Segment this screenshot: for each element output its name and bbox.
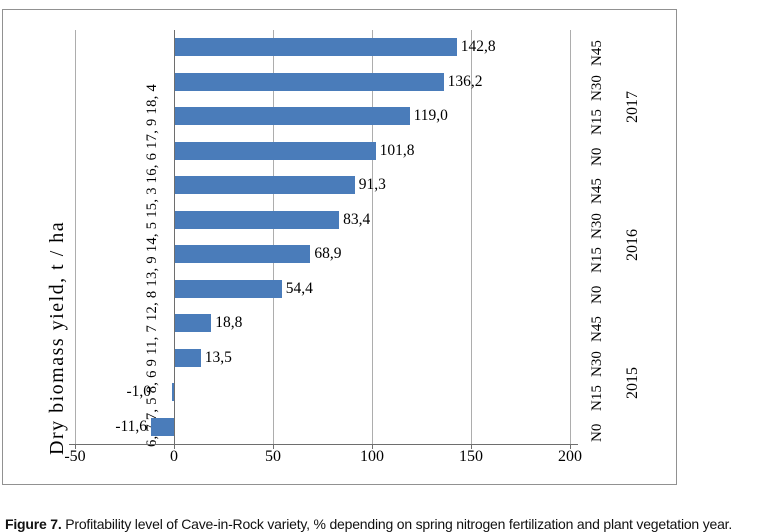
n-rate-label: N15 (588, 109, 605, 136)
x-axis-tick-label: 100 (360, 448, 384, 465)
category-axis-line (174, 30, 175, 444)
x-axis-tick-label: 200 (558, 448, 582, 465)
bar-value-label: 91,3 (358, 176, 386, 194)
bar-value-label: -1,0 (126, 383, 152, 401)
x-axis-line (69, 444, 578, 445)
bar-value-label: -11,6 (115, 417, 148, 435)
year-label: 2016 (624, 229, 641, 261)
n-rate-label: N30 (588, 350, 605, 377)
vertical-gridline (273, 30, 274, 444)
x-axis-tick-label: -50 (64, 448, 86, 465)
bar (174, 107, 410, 126)
y-axis-title: Dry biomass yield, t / ha (46, 220, 68, 455)
n-rate-label: N45 (588, 178, 605, 205)
bar (172, 383, 174, 402)
x-axis-tick (75, 444, 76, 449)
n-rate-label: N30 (588, 212, 605, 239)
figure-caption: Figure 7. Profitability level of Cave-in… (5, 516, 732, 532)
bar-value-label: 13,5 (204, 348, 232, 366)
chart-frame: Dry biomass yield, t / ha 6, 7 7, 5 8, 6… (2, 9, 677, 485)
x-axis-tick-label: 150 (459, 448, 483, 465)
x-axis-tick (471, 444, 472, 449)
n-rate-label: N0 (588, 147, 605, 166)
figure-caption-text: Profitability level of Cave-in-Rock vari… (65, 516, 733, 532)
x-axis-tick (273, 444, 274, 449)
n-rate-label: N30 (588, 74, 605, 101)
bar-value-label: 119,0 (413, 107, 448, 125)
bar (174, 279, 282, 298)
bar (174, 176, 355, 195)
n-rate-label: N45 (588, 40, 605, 67)
bar (174, 38, 457, 57)
vertical-gridline (471, 30, 472, 444)
x-axis-tick (174, 444, 175, 449)
vertical-gridline (75, 30, 76, 444)
x-axis-tick-label: 0 (170, 448, 178, 465)
bar (151, 417, 174, 436)
bar (174, 210, 340, 229)
n-rate-label: N0 (588, 285, 605, 304)
bar-value-label: 83,4 (343, 210, 371, 228)
n-rate-label: N0 (588, 423, 605, 442)
year-label: 2017 (624, 91, 641, 123)
bar (174, 141, 376, 160)
bar (174, 72, 444, 91)
bar-value-label: 68,9 (314, 245, 342, 263)
n-rate-label: N15 (588, 385, 605, 412)
n-rate-label: N45 (588, 316, 605, 343)
x-axis-tick (570, 444, 571, 449)
bar-value-label: 54,4 (285, 279, 313, 297)
bar (174, 245, 311, 264)
bar-value-label: 136,2 (447, 72, 483, 90)
bar (174, 348, 201, 367)
n-rate-label: N15 (588, 247, 605, 274)
bar-value-label: 18,8 (215, 314, 243, 332)
vertical-gridline (570, 30, 571, 444)
figure-caption-label: Figure 7. (5, 516, 62, 532)
x-axis-tick (372, 444, 373, 449)
bar-value-label: 142,8 (460, 38, 496, 56)
bar (174, 314, 212, 333)
bar-value-label: 101,8 (379, 141, 415, 159)
year-label: 2015 (624, 367, 641, 399)
x-axis-tick-label: 50 (265, 448, 281, 465)
vertical-gridline (372, 30, 373, 444)
